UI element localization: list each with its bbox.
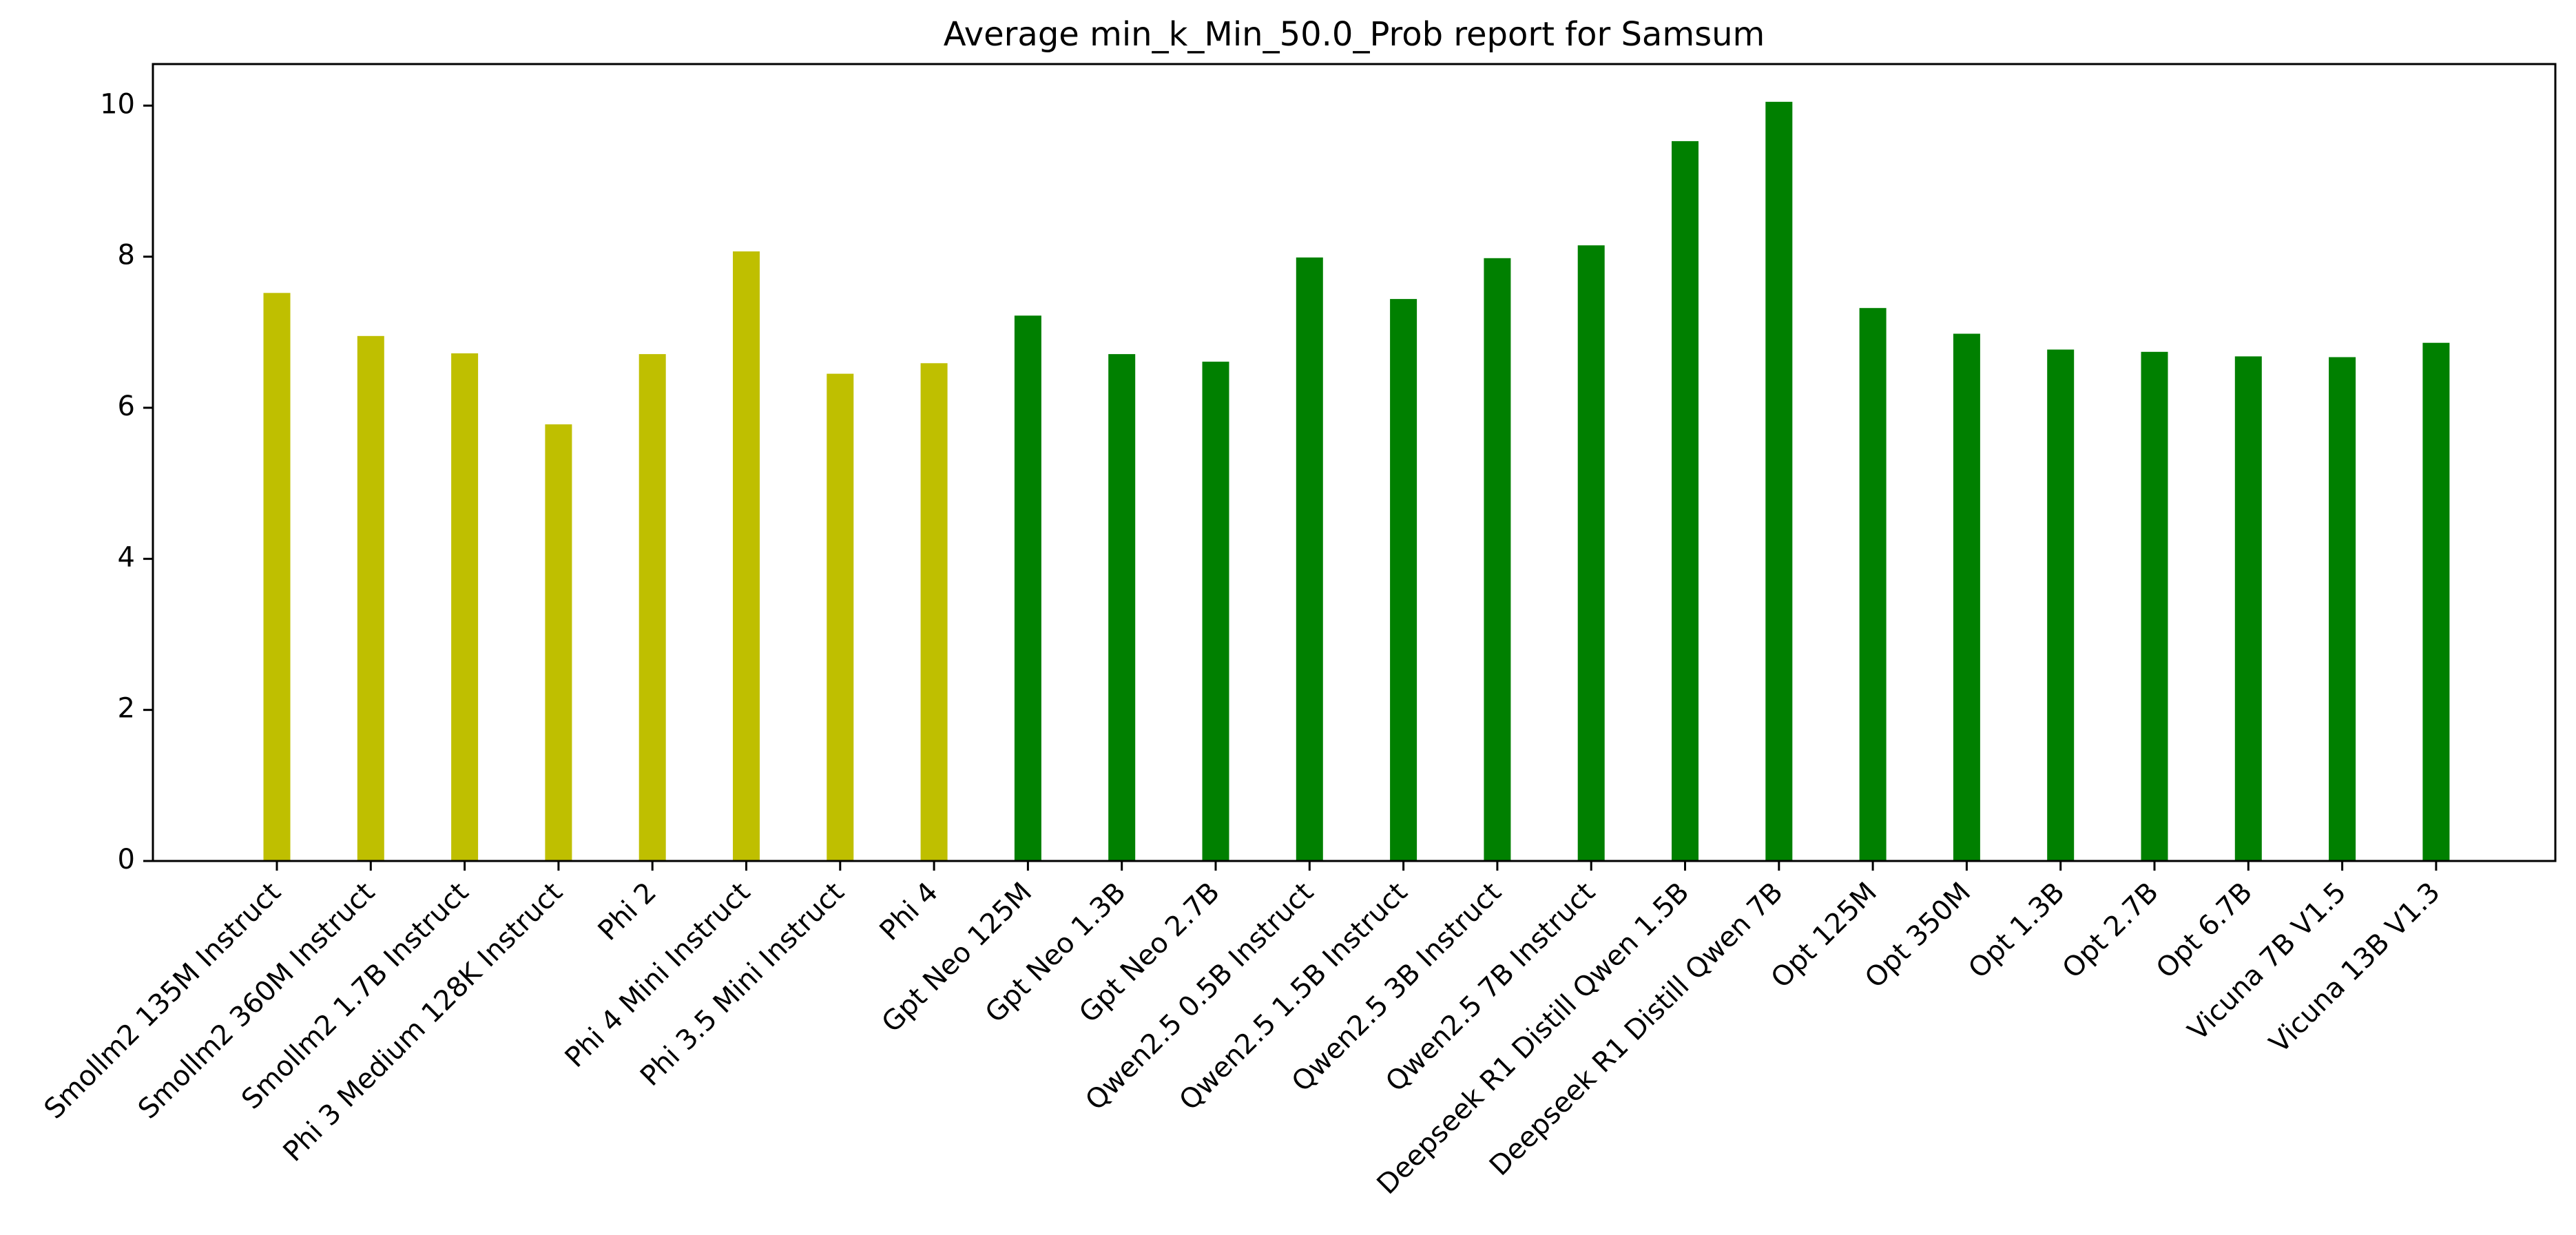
bar-series — [263, 101, 2450, 862]
chart-title: Average min_k_Min_50.0_Prob report for S… — [944, 15, 1765, 54]
bar-24 — [2422, 342, 2450, 861]
bar-5 — [638, 354, 666, 861]
bar-7 — [827, 373, 854, 861]
plot-area-frame — [152, 63, 2557, 862]
bar-23 — [2329, 357, 2356, 861]
bar-21 — [2141, 351, 2168, 861]
bar-19 — [1953, 333, 1980, 861]
bar-14 — [1484, 258, 1511, 861]
bar-15 — [1577, 245, 1605, 861]
bar-11 — [1202, 362, 1229, 861]
y-tick-label: 4 — [118, 541, 135, 573]
y-axis: 0 2 4 6 8 10 — [100, 88, 153, 875]
bar-8 — [920, 363, 948, 861]
bar-22 — [2234, 356, 2262, 861]
bar-18 — [1859, 308, 1887, 861]
y-tick-label: 10 — [100, 88, 135, 120]
bar-12 — [1296, 257, 1323, 861]
bar-10 — [1108, 354, 1136, 861]
y-tick-label: 2 — [118, 693, 135, 725]
bar-17 — [1765, 101, 1793, 861]
y-tick-label: 6 — [118, 391, 135, 422]
bar-13 — [1390, 299, 1417, 862]
bar-3 — [451, 353, 479, 861]
bar-9 — [1014, 315, 1041, 861]
bar-6 — [733, 251, 760, 861]
y-tick-label: 0 — [118, 844, 135, 875]
bar-20 — [2047, 349, 2075, 861]
bar-4 — [545, 424, 572, 861]
bar-16 — [1672, 141, 1699, 861]
bar-2 — [357, 335, 384, 861]
y-tick-label: 8 — [118, 240, 135, 271]
bar-1 — [263, 293, 291, 861]
